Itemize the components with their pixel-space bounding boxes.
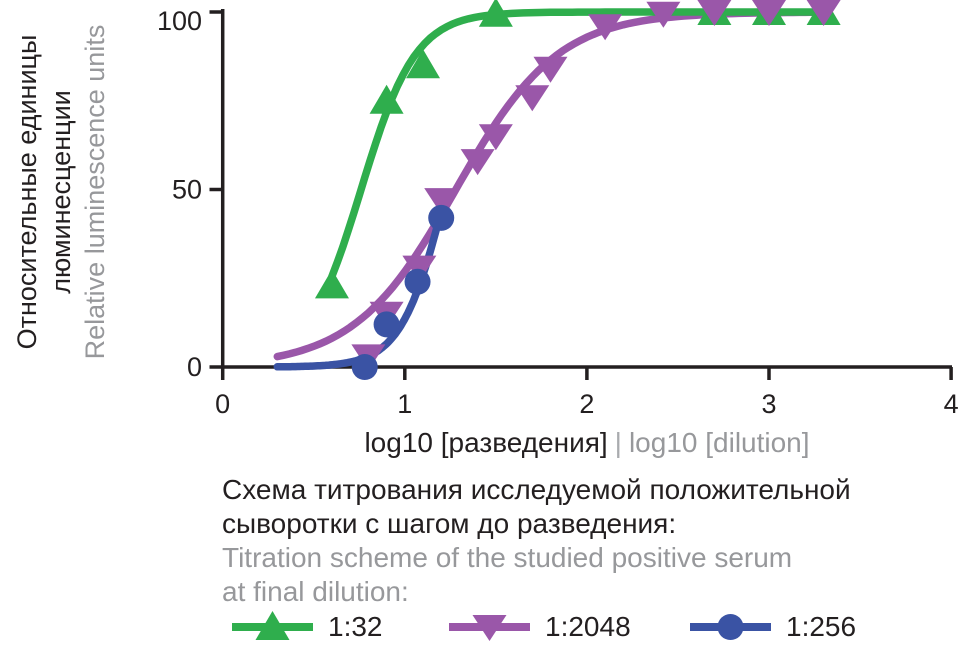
triangle-down-icon xyxy=(697,0,732,26)
circle-icon xyxy=(428,204,455,231)
circle-icon xyxy=(373,311,400,338)
triangle-up-icon xyxy=(478,0,513,27)
y-tick-label: 0 xyxy=(187,352,202,382)
circle-icon xyxy=(351,354,378,380)
caption-ru-line1: Схема титрования исследуемой положительн… xyxy=(222,474,851,505)
triangle-up-icon xyxy=(406,49,441,79)
x-axis-label-en: log10 [dilution] xyxy=(628,427,810,458)
caption-en-line1: Titration scheme of the studied positive… xyxy=(222,542,793,573)
x-axis-label-ru: log10 [разведения] xyxy=(364,427,608,458)
circle-icon xyxy=(404,268,431,295)
legend-label-1-2048: 1:2048 xyxy=(545,611,631,642)
circle-icon xyxy=(717,614,744,640)
x-tick-label: 3 xyxy=(761,389,776,419)
triangle-down-icon xyxy=(472,615,507,641)
legend-item-1-32: 1:32 xyxy=(230,607,383,645)
triangle-up-icon xyxy=(369,84,404,114)
legend-label-1-256: 1:256 xyxy=(786,611,857,642)
triangle-down-icon xyxy=(752,0,786,26)
titration-chart: 0 1 2 3 4 0 50 100 xyxy=(157,0,959,419)
triangle-down-icon xyxy=(588,14,623,41)
y-tick-label: 100 xyxy=(157,6,202,36)
y-axis-label-ru-line1: Относительные единицы xyxy=(12,34,42,350)
triangle-down-icon xyxy=(533,56,568,83)
triangle-down-icon xyxy=(646,1,681,28)
legend-swatch-triangle-down-icon xyxy=(449,615,530,641)
triangle-down-icon xyxy=(460,149,495,176)
y-axis-label-ru-line2: люминесценции xyxy=(46,90,76,294)
legend-label-1-32: 1:32 xyxy=(328,611,383,642)
y-axis-label-en: Relative luminescence units xyxy=(80,24,110,360)
caption-en-line2: at final dilution: xyxy=(222,576,409,607)
triangle-down-icon xyxy=(478,124,513,151)
triangle-up-icon xyxy=(314,269,349,299)
legend-item-1-256: 1:256 xyxy=(688,607,856,645)
triangle-down-icon xyxy=(424,188,459,215)
triangle-down-icon xyxy=(515,85,550,112)
series-1-256 xyxy=(351,204,455,380)
triangle-down-icon xyxy=(402,255,437,282)
figure-caption: Схема титрования исследуемой положительн… xyxy=(222,473,851,609)
y-tick-label: 50 xyxy=(172,175,202,205)
x-tick-label: 4 xyxy=(944,389,959,419)
legend-item-1-2048: 1:2048 xyxy=(447,607,631,645)
x-tick-label: 2 xyxy=(579,389,594,419)
legend-swatch-triangle-up-icon xyxy=(232,611,313,640)
x-axis-label-divider: | xyxy=(614,427,622,458)
caption-ru-line2: сыворотки с шагом до разведения: xyxy=(222,508,677,539)
x-tick-label: 1 xyxy=(397,389,412,419)
triangle-down-icon xyxy=(806,0,841,26)
legend-swatch-circle-icon xyxy=(690,614,771,640)
x-tick-label: 0 xyxy=(215,389,230,419)
y-axis-label: Относительные единицы люминесценции Rela… xyxy=(10,2,114,382)
triangle-up-icon xyxy=(255,611,290,640)
x-axis-label: log10 [разведения] | log10 [dilution] xyxy=(222,427,952,459)
curve-1-32 xyxy=(328,8,828,280)
